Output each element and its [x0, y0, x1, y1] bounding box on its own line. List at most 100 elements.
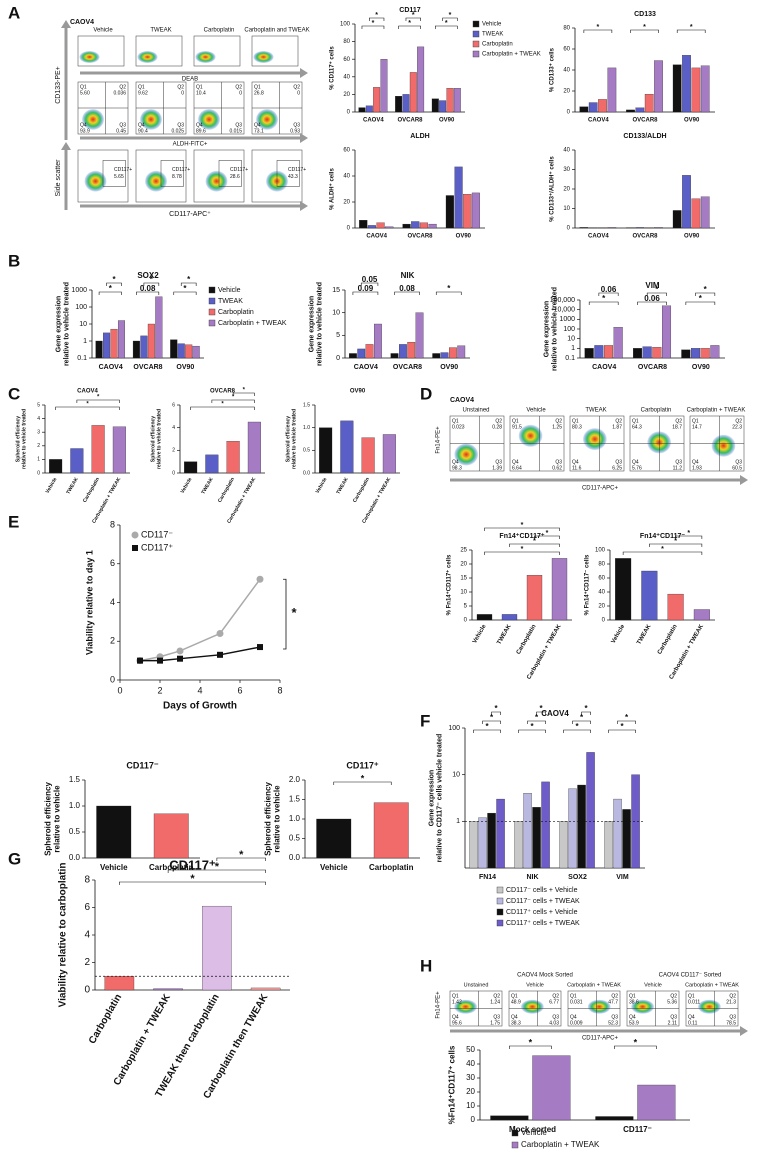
panel-letter: C: [8, 384, 20, 403]
y-tick-label: 0: [110, 674, 115, 684]
quadrant-value: Q2: [552, 993, 559, 999]
bar: [103, 332, 111, 359]
significance-label: *: [529, 1037, 533, 1047]
bar: [117, 320, 126, 359]
significance-bracket: [534, 535, 560, 539]
quadrant-value: Q3: [119, 122, 126, 128]
significance-label: *: [494, 704, 498, 713]
quadrant-value: 11.6: [572, 465, 582, 471]
x-tick-label: OVCAR8: [632, 118, 658, 124]
quadrant-value: 48.9: [511, 999, 521, 1005]
legend-label: Carboplatin + TWEAK: [482, 52, 541, 58]
sample-label: CAOV4: [450, 397, 474, 404]
significance-bracket: [685, 301, 716, 305]
y-tick-label: 15: [332, 287, 340, 294]
significance-label: *: [655, 285, 659, 294]
x-tick-label: 4: [197, 685, 202, 695]
gate-value: CD117+: [114, 167, 132, 173]
quadrant-value: 6.25: [612, 465, 622, 471]
y-axis-label: relative to vehicle treated: [21, 409, 27, 469]
legend-label: CD117⁻: [141, 529, 173, 539]
bar: [682, 175, 691, 229]
column-label: Carboplatin: [641, 408, 672, 414]
bar: [633, 348, 643, 359]
x-tick-label: OV90: [440, 364, 458, 371]
bar: [691, 348, 701, 359]
y-tick-label: 5: [464, 604, 468, 610]
bar: [402, 223, 411, 229]
x-tick-label: TWEAK: [335, 476, 350, 495]
quadrant-value: Q3: [552, 1014, 559, 1020]
y-tick-label: 10: [452, 772, 460, 779]
x-tick-label: Vehicle: [320, 863, 348, 872]
significance-label: 0.09: [358, 284, 374, 293]
significance-label: *: [150, 275, 154, 284]
chart-title: CD117: [399, 7, 421, 14]
quadrant-value: 1.93: [692, 465, 702, 471]
bar: [373, 87, 381, 113]
x-tick-label: OV90: [692, 364, 710, 371]
column-label: Carboplatin and TWEAK: [244, 28, 309, 34]
bar: [559, 821, 568, 869]
bar: [185, 344, 193, 359]
bar: [319, 427, 333, 474]
legend-label: Vehicle: [218, 287, 241, 294]
significance-label: *: [291, 605, 297, 620]
significance-label: 0.05: [362, 275, 378, 284]
gate: [218, 160, 242, 187]
y-tick-label: 50: [466, 1045, 475, 1054]
quadrant-value: 0.031: [570, 999, 583, 1005]
significance-bracket: [675, 535, 703, 539]
bar: [644, 94, 654, 113]
quadrant-value: Q4: [511, 1014, 518, 1020]
bar: [419, 222, 428, 229]
y-tick-label: 4: [37, 416, 40, 422]
quadrant-value: Q2: [119, 84, 126, 90]
legend-label: CD117⁺ cells + TWEAK: [506, 920, 580, 927]
x-tick-label: Carboplatin: [217, 477, 236, 504]
bar: [478, 817, 487, 869]
y-tick-label: 1: [456, 818, 460, 825]
bar: [374, 323, 382, 359]
legend-swatch: [511, 1141, 519, 1149]
y-axis-label: % ALDH⁺ cells: [328, 168, 335, 210]
x-tick-label: Vehicle: [315, 476, 329, 494]
significance-bracket: [614, 1045, 657, 1049]
significance-bracket: [630, 29, 659, 33]
significance-label: *: [190, 873, 195, 885]
panel-letter: A: [8, 3, 20, 22]
quadrant-value: Q4: [254, 122, 261, 128]
significance-bracket: [190, 406, 255, 410]
significance-bracket: [98, 291, 122, 295]
significance-label: *: [485, 722, 489, 731]
quadrant-value: 0.11: [688, 1020, 698, 1026]
quadrant-value: Q2: [495, 418, 502, 424]
x-tick-label: Carboplatin: [369, 863, 414, 872]
y-axis-label: Viability relative to carboplatin: [58, 863, 69, 1008]
quadrant-value: 0.023: [452, 424, 465, 430]
quadrant-value: Q1: [512, 418, 519, 424]
significance-label: *: [361, 773, 365, 783]
panel-letter: H: [420, 956, 432, 975]
x-tick-label: Vehicle: [472, 623, 488, 644]
quadrant-value: 0.62: [552, 465, 562, 471]
x-tick-label: TWEAK: [65, 476, 80, 495]
bar: [358, 107, 366, 113]
x-tick-label: CAOV4: [588, 118, 609, 124]
significance-bracket: [283, 578, 287, 650]
y-tick-label: 0: [471, 1115, 476, 1124]
y-tick-label: 2: [84, 957, 90, 968]
x-tick-label: VIM: [616, 874, 629, 881]
point: [176, 647, 184, 655]
quadrant-value: Q4: [688, 1014, 695, 1020]
y-axis-label: Spheroid efficiency: [44, 782, 53, 856]
point: [256, 575, 264, 583]
quadrant-value: Q1: [452, 418, 459, 424]
legend-label: CD117⁺: [141, 542, 173, 552]
quadrant-value: Q1: [196, 84, 203, 90]
significance-bracket: [482, 720, 501, 724]
quadrant-value: Q3: [670, 1014, 677, 1020]
significance-bracket: [588, 301, 619, 305]
quadrant-value: 0.28: [492, 424, 502, 430]
quadrant-value: 21.3: [726, 999, 736, 1005]
